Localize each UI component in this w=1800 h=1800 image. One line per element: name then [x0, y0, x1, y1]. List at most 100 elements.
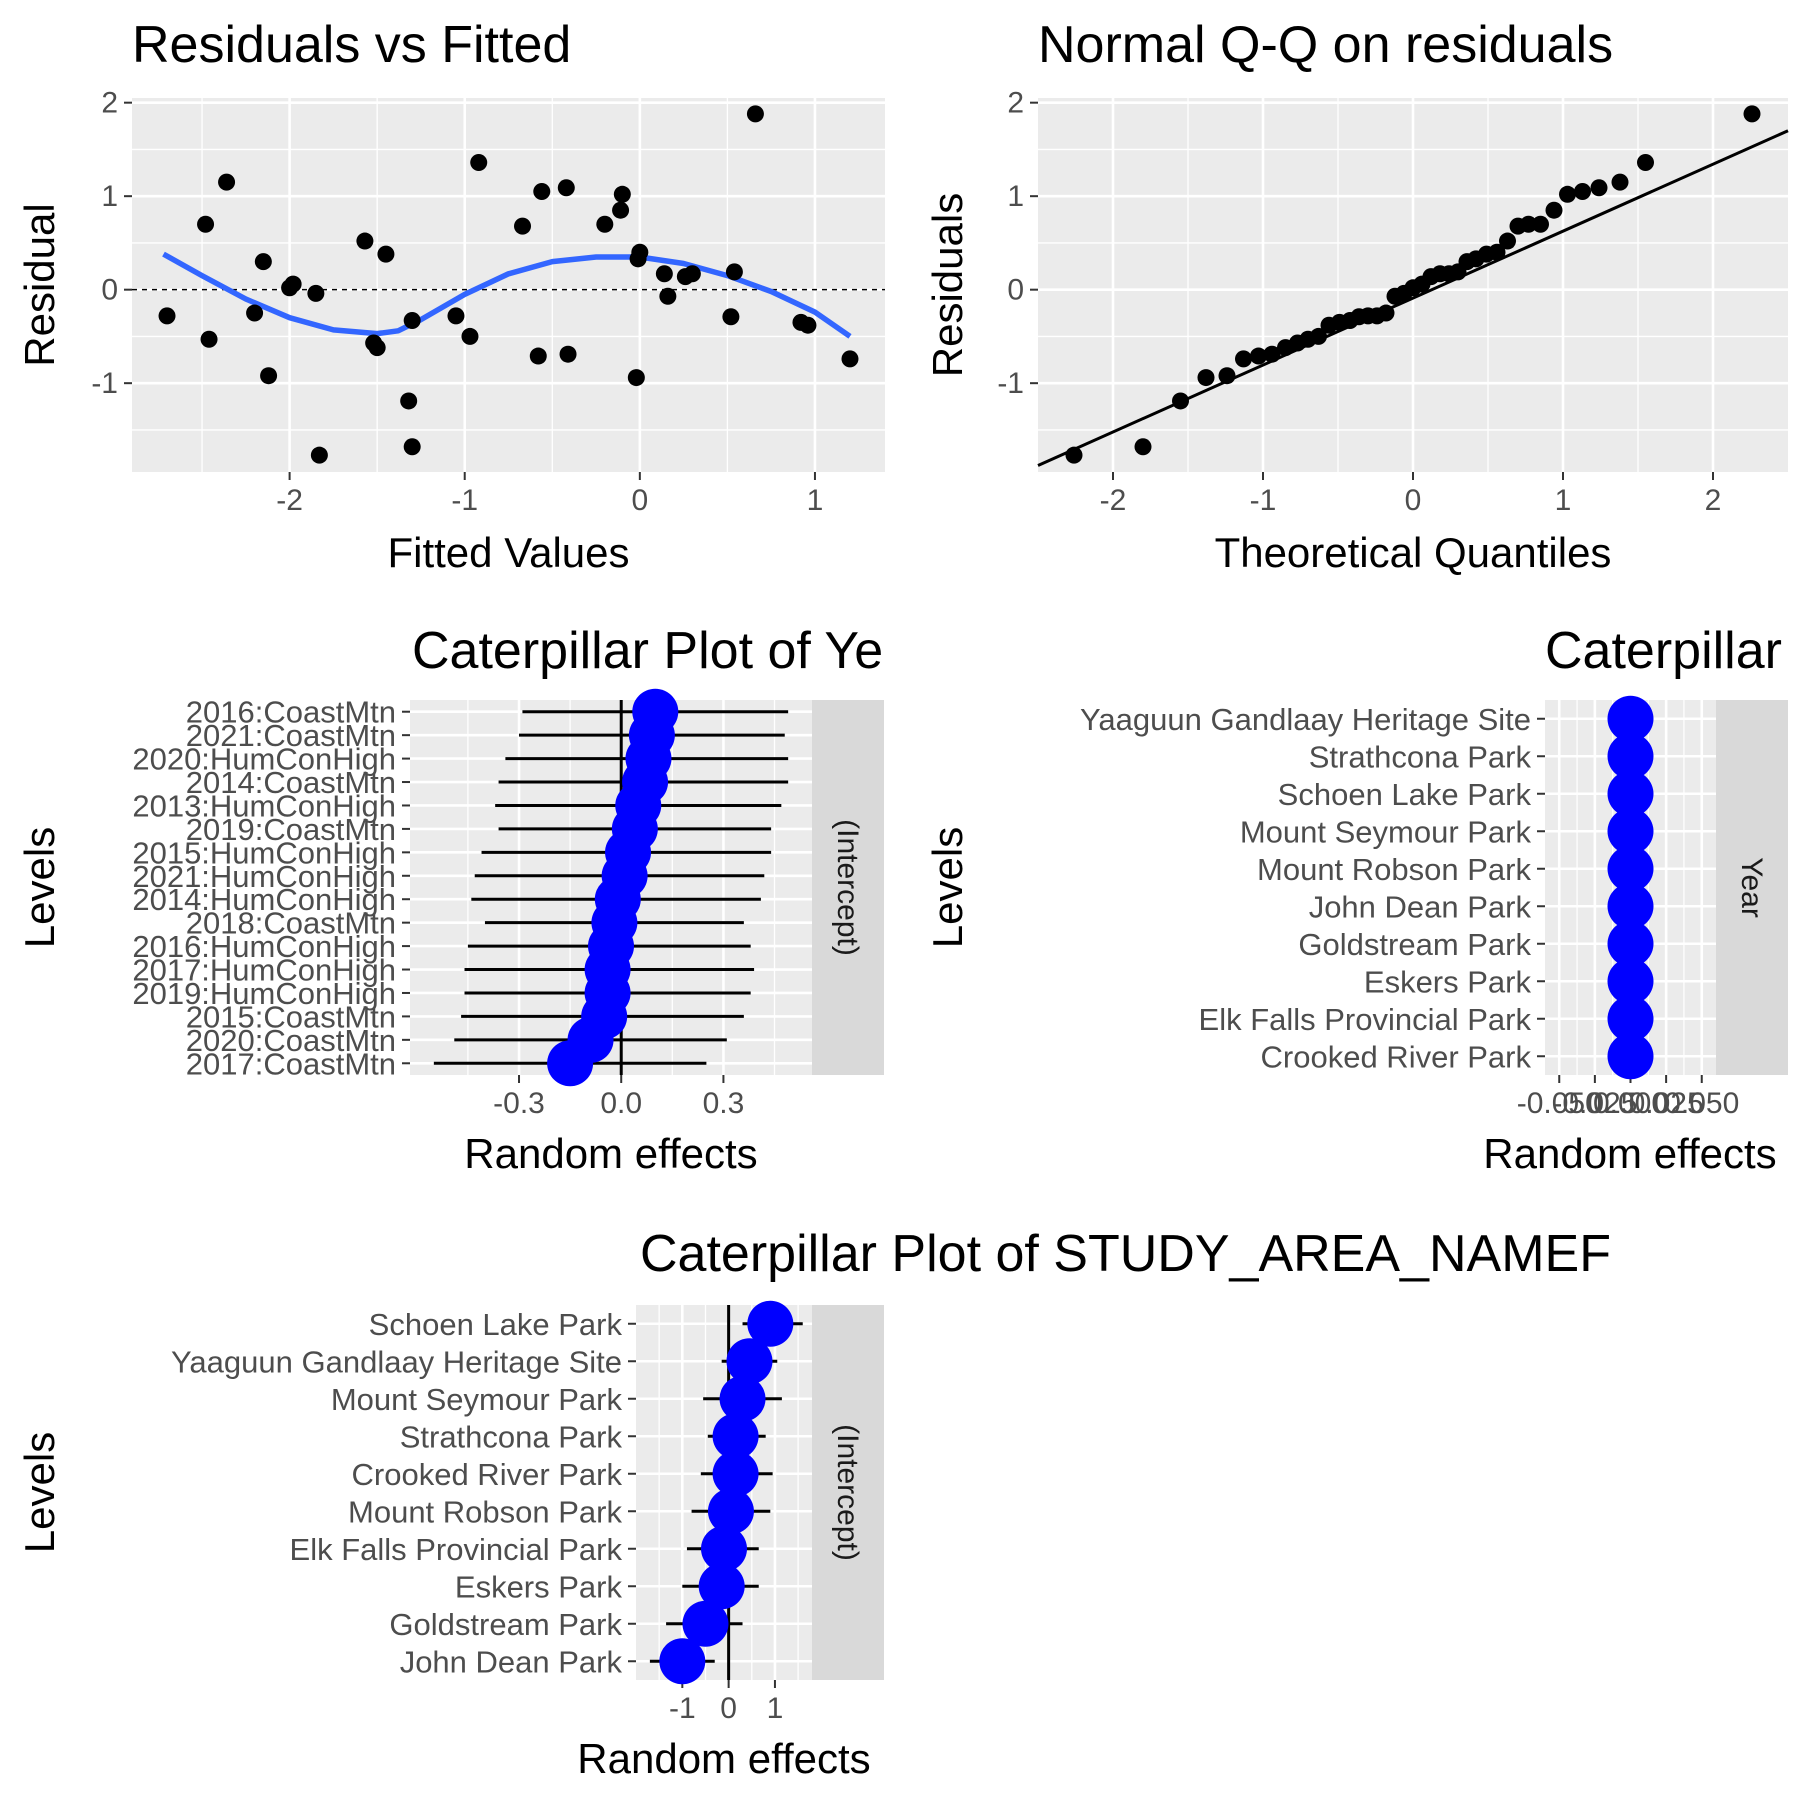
y-tick-label: -1 [997, 367, 1024, 400]
plot-panel [132, 98, 885, 472]
x-tick-label: -0.3 [493, 1087, 545, 1120]
data-point [596, 215, 614, 233]
x-tick-label: -2 [1100, 484, 1127, 517]
effect-point [1607, 1033, 1654, 1080]
data-point [1499, 232, 1516, 250]
level-label: Eskers Park [455, 1569, 623, 1604]
data-point [514, 217, 532, 235]
level-label: Yaaguun Gandlaay Heritage Site [1080, 702, 1531, 737]
chart-title: Caterpillar Plot of Ye [412, 622, 883, 680]
level-label: 2020:CoastMtn [186, 1023, 396, 1058]
level-label: Mount Seymour Park [331, 1382, 623, 1417]
x-tick-label: -2 [276, 484, 303, 517]
x-axis-label: Theoretical Quantiles [1215, 529, 1612, 576]
data-point [746, 105, 764, 123]
level-label: 2014:CoastMtn [186, 765, 396, 800]
facet-strip-label: (Intercept) [831, 1424, 864, 1561]
facet-strip [812, 1305, 884, 1680]
y-tick-label: 0 [101, 274, 118, 307]
effect-point [726, 1338, 773, 1385]
level-label: 2021:HumConHigh [132, 859, 396, 894]
level-label: 2017:HumConHigh [132, 953, 396, 988]
data-point [1065, 446, 1083, 464]
data-point [1263, 345, 1281, 363]
data-point [529, 347, 547, 365]
y-axis-label: Levels [16, 827, 63, 948]
data-point [559, 345, 577, 363]
data-point [1134, 438, 1152, 456]
data-point [158, 307, 176, 325]
y-tick-label: 2 [1007, 87, 1024, 120]
data-point [1590, 179, 1608, 197]
data-point [557, 179, 575, 197]
x-axis-label: Random effects [464, 1130, 757, 1177]
x-tick-label: 0.0 [600, 1087, 642, 1120]
level-label: Crooked River Park [352, 1457, 623, 1492]
effect-point [701, 1525, 747, 1572]
x-tick-label: 0 [631, 484, 648, 517]
x-tick-label: 0.3 [703, 1087, 745, 1120]
level-label: 2021:CoastMtn [186, 718, 396, 753]
level-label: 2014:HumConHigh [132, 882, 396, 917]
effect-point [712, 1413, 759, 1460]
effect-point [712, 1450, 759, 1497]
data-point [613, 185, 631, 203]
level-label: 2013:HumConHigh [132, 788, 396, 823]
level-label: Eskers Park [1364, 964, 1532, 999]
y-axis-label: Levels [924, 827, 971, 948]
data-point [1520, 215, 1537, 233]
level-label: John Dean Park [1309, 889, 1532, 924]
data-point [1637, 154, 1654, 172]
y-axis-label: Residual [16, 203, 63, 366]
data-point [218, 173, 236, 191]
y-tick-label: 0 [1007, 274, 1024, 307]
effect-point [1607, 883, 1654, 930]
data-point [1574, 183, 1591, 200]
qq-panel: -2 -1 0 1 2 -1 0 1 2 Normal Q-Q on residuals Theor… [924, 16, 1789, 576]
effect-point [1607, 845, 1654, 892]
level-label: Strathcona Park [1309, 739, 1532, 774]
effect-point [1607, 808, 1654, 855]
data-point [659, 287, 677, 305]
level-label: 2015:CoastMtn [186, 999, 396, 1034]
level-label: 2015:HumConHigh [132, 835, 396, 870]
data-point [1197, 369, 1215, 387]
data-point [1545, 201, 1563, 219]
effect-point [1607, 770, 1654, 817]
y-tick-label: 1 [101, 180, 118, 213]
data-point [447, 307, 465, 325]
level-label: 2016:HumConHigh [132, 929, 396, 964]
effect-point [659, 1638, 706, 1685]
x-tick-label: -0.050 [1517, 1087, 1602, 1120]
x-tick-label: 1 [807, 484, 824, 517]
effect-point [1607, 995, 1654, 1042]
x-tick-label: -1 [451, 484, 478, 517]
level-label: Schoen Lake Park [369, 1307, 623, 1342]
effect-point [698, 1563, 745, 1610]
data-point [1611, 173, 1629, 191]
level-label: Mount Seymour Park [1240, 814, 1532, 849]
level-label: John Dean Park [400, 1644, 623, 1679]
data-point [310, 446, 328, 464]
data-point [260, 367, 278, 385]
x-axis-label: Fitted Values [387, 529, 629, 576]
effect-point [682, 1600, 729, 1647]
data-point [655, 265, 673, 283]
x-tick-label: 1 [1555, 484, 1572, 517]
data-point [1310, 327, 1327, 345]
data-point [356, 232, 374, 250]
facet-strip-label: Year [1735, 857, 1768, 918]
x-tick-label: -1 [1250, 484, 1277, 517]
data-point [725, 263, 743, 281]
effect-point [547, 1040, 594, 1087]
data-point [612, 201, 630, 219]
level-label: Mount Robson Park [348, 1494, 622, 1529]
level-label: Schoen Lake Park [1278, 777, 1532, 812]
data-point [533, 183, 551, 200]
cat_year_intercept-panel: (Intercept) -0.3 0.0 0.3 2016:CoastMtn2021:C… [16, 622, 884, 1177]
data-point [246, 304, 264, 322]
data-point [461, 327, 479, 345]
data-point [1743, 105, 1761, 123]
